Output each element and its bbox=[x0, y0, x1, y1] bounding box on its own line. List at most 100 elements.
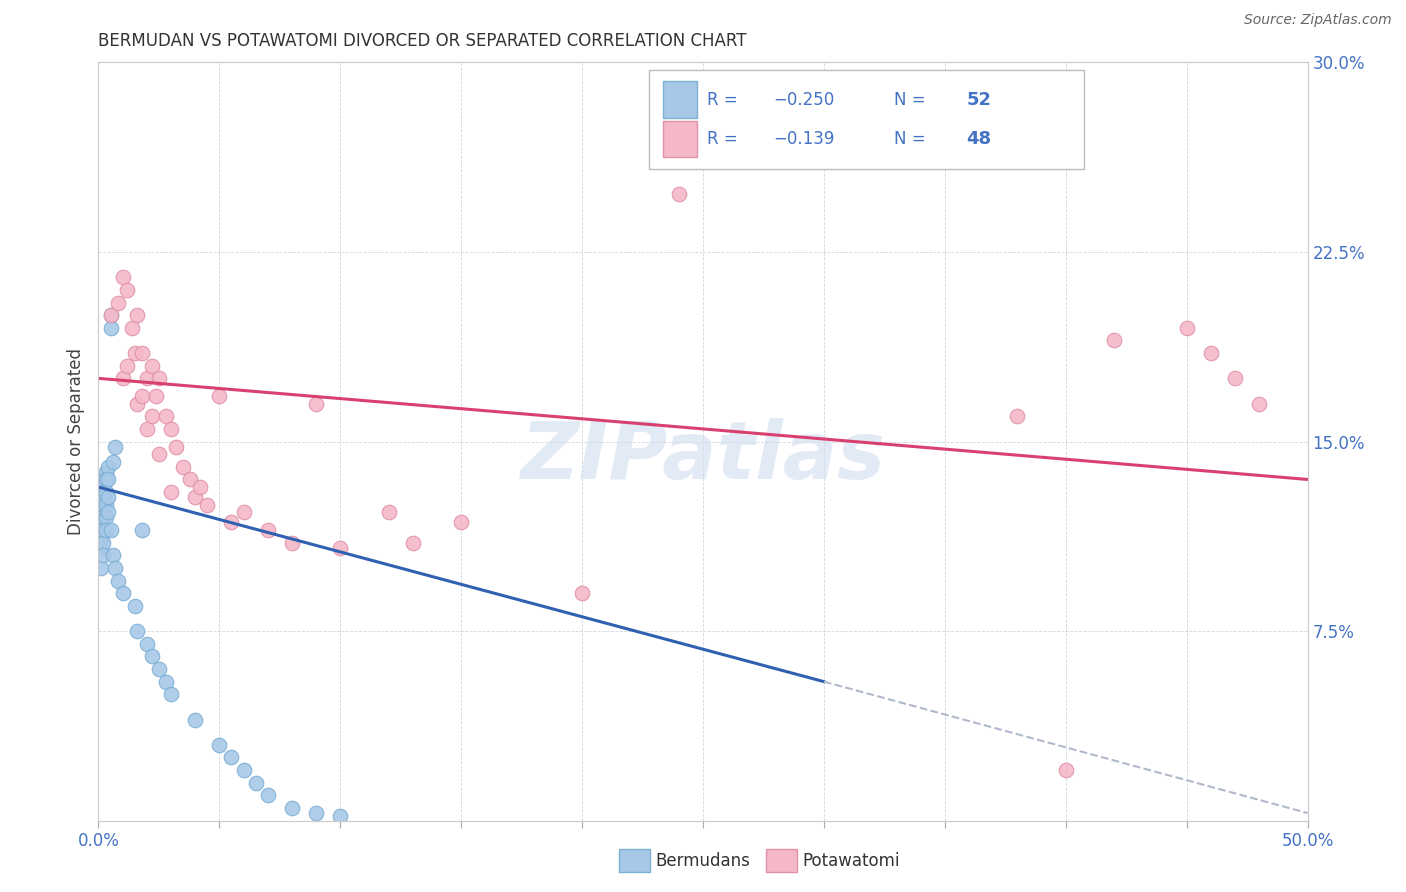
Point bbox=[127, 624, 149, 639]
Text: BERMUDAN VS POTAWATOMI DIVORCED OR SEPARATED CORRELATION CHART: BERMUDAN VS POTAWATOMI DIVORCED OR SEPAR… bbox=[98, 32, 747, 50]
Point bbox=[90, 485, 112, 500]
Point bbox=[101, 455, 124, 469]
Text: N =: N = bbox=[894, 130, 931, 148]
Text: N =: N = bbox=[894, 91, 931, 109]
Point bbox=[127, 396, 149, 410]
Point bbox=[94, 510, 117, 524]
Point bbox=[90, 490, 112, 504]
Point bbox=[94, 485, 117, 500]
Text: 52: 52 bbox=[966, 91, 991, 109]
Point bbox=[91, 480, 114, 494]
Point bbox=[184, 490, 207, 504]
Point bbox=[117, 359, 139, 373]
Point bbox=[165, 440, 187, 454]
Point bbox=[195, 498, 218, 512]
Point bbox=[221, 516, 243, 530]
Point bbox=[97, 473, 120, 487]
Point bbox=[155, 409, 177, 424]
Point bbox=[184, 713, 207, 727]
Point bbox=[117, 283, 139, 297]
Point bbox=[155, 674, 177, 689]
Point bbox=[97, 459, 120, 474]
Point bbox=[100, 320, 122, 334]
Point bbox=[221, 750, 243, 764]
Point bbox=[1223, 371, 1246, 385]
Point bbox=[107, 295, 129, 310]
Point bbox=[188, 480, 211, 494]
Point bbox=[160, 687, 183, 701]
Point bbox=[104, 440, 127, 454]
Point bbox=[124, 599, 146, 613]
Point bbox=[208, 389, 231, 403]
Point bbox=[208, 738, 231, 752]
Point bbox=[1199, 346, 1222, 360]
Point bbox=[148, 371, 170, 385]
Point bbox=[91, 490, 114, 504]
Point bbox=[90, 531, 112, 545]
FancyBboxPatch shape bbox=[664, 120, 697, 157]
Point bbox=[329, 541, 352, 555]
Point bbox=[111, 586, 134, 600]
Point bbox=[402, 535, 425, 549]
Point bbox=[232, 505, 254, 519]
Point bbox=[100, 523, 122, 537]
Point bbox=[281, 535, 304, 549]
Point bbox=[141, 359, 163, 373]
Text: Potawatomi: Potawatomi bbox=[803, 852, 900, 870]
Point bbox=[256, 789, 278, 803]
Point bbox=[97, 505, 120, 519]
Text: ZIPatlas: ZIPatlas bbox=[520, 417, 886, 496]
Point bbox=[1102, 334, 1125, 348]
Text: −0.250: −0.250 bbox=[773, 91, 834, 109]
FancyBboxPatch shape bbox=[648, 70, 1084, 169]
Point bbox=[131, 346, 153, 360]
Text: −0.139: −0.139 bbox=[773, 130, 835, 148]
Point bbox=[91, 523, 114, 537]
Point bbox=[111, 270, 134, 285]
Point bbox=[111, 371, 134, 385]
Point bbox=[104, 561, 127, 575]
Text: R =: R = bbox=[707, 130, 748, 148]
Point bbox=[91, 498, 114, 512]
Point bbox=[329, 808, 352, 822]
Point bbox=[305, 396, 328, 410]
Point bbox=[179, 473, 201, 487]
Point bbox=[124, 346, 146, 360]
Y-axis label: Divorced or Separated: Divorced or Separated bbox=[67, 348, 86, 535]
Text: R =: R = bbox=[707, 91, 742, 109]
Point bbox=[100, 308, 122, 322]
Point bbox=[450, 516, 472, 530]
Point bbox=[100, 308, 122, 322]
Point bbox=[94, 523, 117, 537]
Point bbox=[160, 485, 183, 500]
Text: Source: ZipAtlas.com: Source: ZipAtlas.com bbox=[1244, 13, 1392, 28]
Point bbox=[90, 516, 112, 530]
Point bbox=[160, 422, 183, 436]
Point bbox=[90, 541, 112, 555]
Point bbox=[145, 389, 167, 403]
Point bbox=[1249, 396, 1271, 410]
Point bbox=[101, 548, 124, 563]
Point bbox=[121, 320, 143, 334]
Point bbox=[1175, 320, 1198, 334]
Point bbox=[256, 523, 278, 537]
Point bbox=[135, 637, 157, 651]
Point bbox=[232, 763, 254, 777]
Point bbox=[131, 523, 153, 537]
Point bbox=[94, 473, 117, 487]
Point bbox=[131, 389, 153, 403]
Text: Bermudans: Bermudans bbox=[655, 852, 749, 870]
Point bbox=[127, 308, 149, 322]
Point bbox=[765, 111, 787, 125]
Point bbox=[571, 586, 593, 600]
Point bbox=[1007, 409, 1029, 424]
Point bbox=[107, 574, 129, 588]
Point bbox=[135, 371, 157, 385]
Point bbox=[90, 561, 112, 575]
Point bbox=[668, 186, 690, 201]
Point bbox=[135, 422, 157, 436]
Point bbox=[90, 505, 112, 519]
FancyBboxPatch shape bbox=[664, 81, 697, 118]
Point bbox=[172, 459, 194, 474]
Point bbox=[91, 548, 114, 563]
